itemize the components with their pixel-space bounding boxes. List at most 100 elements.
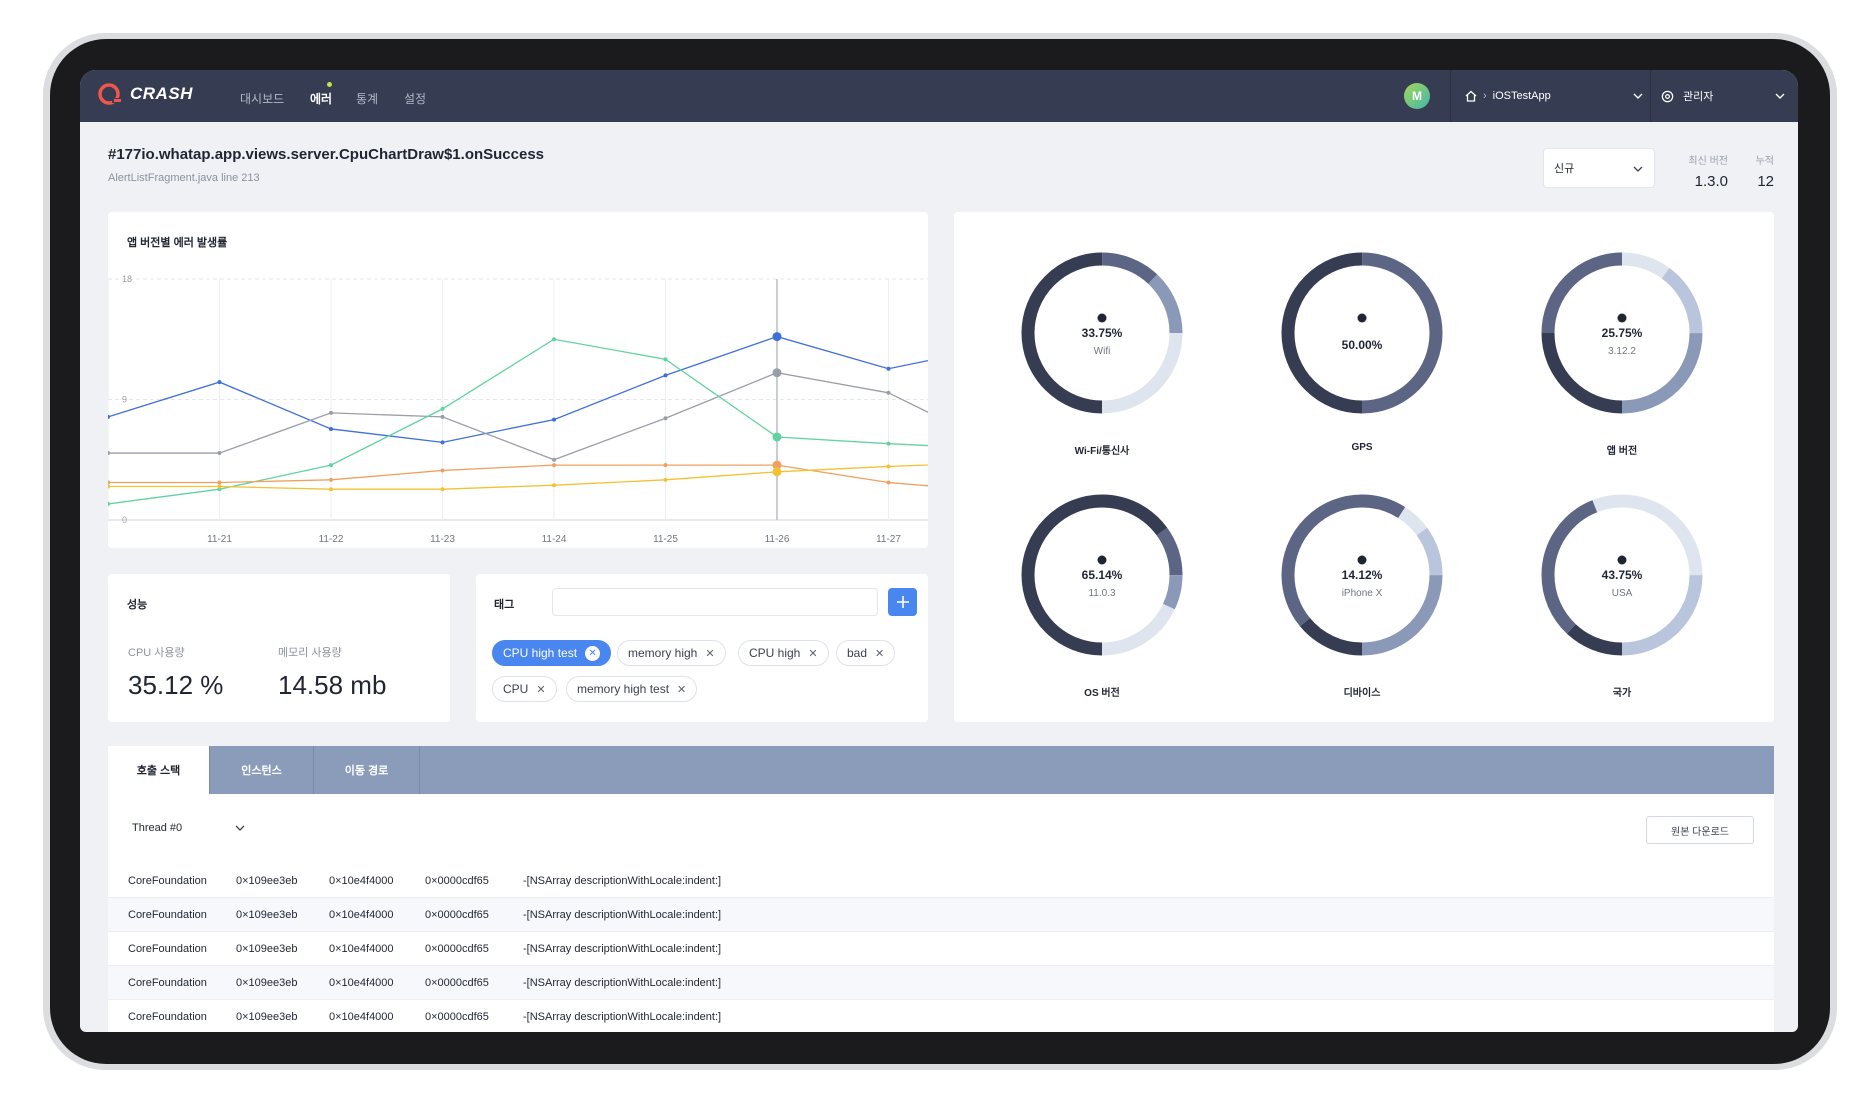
donut-sub-label: iPhone X: [1342, 588, 1383, 599]
data-point[interactable]: [217, 451, 222, 456]
data-point[interactable]: [886, 366, 891, 371]
tab-breadcrumbs[interactable]: 이동 경로: [314, 746, 420, 794]
data-point[interactable]: [886, 390, 891, 395]
data-point[interactable]: [886, 441, 891, 446]
table-row[interactable]: CoreFoundation 0×109ee3eb 0×10e4f4000 0×000…: [108, 864, 1774, 898]
data-point[interactable]: [329, 426, 333, 431]
donut-chart[interactable]: 50.00% GPS: [1267, 238, 1457, 468]
add-tag-button[interactable]: [888, 588, 917, 616]
tag-chip[interactable]: CPU high test ✕: [492, 640, 612, 666]
nav-item-settings[interactable]: 설정: [404, 92, 427, 106]
data-point[interactable]: [440, 406, 445, 411]
donut-chart[interactable]: 25.75% 3.12.2 앱 버전: [1527, 238, 1717, 468]
data-point[interactable]: [886, 480, 891, 485]
data-point[interactable]: [772, 432, 782, 442]
data-point[interactable]: [886, 464, 891, 469]
stack-module: CoreFoundation: [128, 977, 207, 989]
nav-item-dashboard[interactable]: 대시보드: [240, 92, 285, 106]
line-chart: 0 9 18 11-21 11-22 11-23 11-24 11-25 11-26 11-27: [108, 274, 928, 545]
donut-sub-label: USA: [1612, 588, 1633, 599]
table-row[interactable]: CoreFoundation 0×109ee3eb 0×10e4f4000 0×000…: [108, 898, 1774, 932]
tag-chip-label: CPU high test: [503, 646, 578, 660]
nav-item-errors[interactable]: 에러: [310, 82, 333, 107]
series-line: [108, 338, 928, 505]
data-point[interactable]: [440, 487, 445, 492]
tag-chip[interactable]: memory high ✕: [617, 640, 726, 666]
tag-chip[interactable]: memory high test ✕: [566, 676, 698, 702]
remove-tag-icon[interactable]: ✕: [536, 683, 546, 696]
nav-item-errors-label: 에러: [310, 92, 333, 106]
donut-chart[interactable]: 65.14% 11.0.3 OS 버전: [1007, 480, 1197, 710]
avatar[interactable]: M: [1404, 83, 1430, 109]
remove-tag-icon[interactable]: ✕: [875, 647, 885, 660]
data-point[interactable]: [663, 463, 668, 468]
donut-label: 앱 버전: [1606, 446, 1638, 457]
x-tick-label: 11-26: [765, 534, 790, 545]
tag-chip-label: CPU high: [749, 646, 801, 660]
data-point[interactable]: [217, 380, 222, 385]
status-select[interactable]: 신규: [1543, 148, 1655, 188]
tag-chip[interactable]: CPU high ✕: [738, 640, 829, 666]
admin-selector[interactable]: 관리자: [1660, 85, 1786, 107]
data-point[interactable]: [440, 440, 445, 445]
data-point[interactable]: [329, 477, 333, 482]
tab-call-stack[interactable]: 호출 스택: [108, 746, 210, 794]
latest-version-label: 최신 버전: [1688, 156, 1728, 167]
remove-tag-icon[interactable]: ✕: [677, 683, 687, 696]
tag-chip-label: memory high test: [577, 682, 670, 696]
donut-segment: [1021, 494, 1183, 656]
data-point[interactable]: [663, 357, 668, 362]
data-point[interactable]: [108, 414, 110, 419]
app-selector[interactable]: › iOSTestApp: [1464, 85, 1644, 107]
donut-chart[interactable]: 33.75% Wifi Wi-Fi/통신사: [1007, 238, 1197, 468]
tag-input[interactable]: [552, 588, 878, 616]
data-point[interactable]: [440, 468, 445, 473]
chart-title: 앱 버전별 에러 발생률: [127, 237, 228, 249]
data-point[interactable]: [329, 463, 333, 468]
data-point[interactable]: [108, 451, 110, 456]
data-point[interactable]: [772, 460, 782, 470]
data-point[interactable]: [663, 416, 668, 421]
data-point[interactable]: [552, 483, 556, 488]
nav-item-stats[interactable]: 통계: [356, 92, 379, 106]
data-point[interactable]: [108, 501, 110, 506]
stack-symbol: -[NSArray descriptionWithLocale:indent:]: [523, 1011, 722, 1023]
data-point[interactable]: [329, 410, 333, 415]
y-tick-label: 0: [122, 515, 127, 525]
donut-chart[interactable]: 43.75% USA 국가: [1527, 480, 1717, 710]
donut-chart[interactable]: 14.12% iPhone X 디바이스: [1267, 480, 1457, 710]
data-point[interactable]: [552, 417, 556, 422]
data-point[interactable]: [772, 467, 782, 477]
data-point[interactable]: [772, 332, 782, 342]
stack-module: CoreFoundation: [128, 943, 207, 955]
chevron-down-icon: [1633, 93, 1643, 99]
data-point[interactable]: [552, 457, 556, 462]
logo[interactable]: CRASH: [98, 82, 193, 106]
data-point[interactable]: [108, 480, 110, 485]
data-point[interactable]: [440, 414, 445, 419]
remove-tag-icon[interactable]: ✕: [585, 645, 601, 661]
donut-segment: [1541, 494, 1703, 656]
data-point[interactable]: [663, 373, 668, 378]
data-point[interactable]: [552, 463, 556, 468]
data-point[interactable]: [329, 487, 333, 492]
data-point[interactable]: [663, 477, 668, 482]
data-point[interactable]: [552, 337, 556, 342]
data-point[interactable]: [217, 480, 222, 485]
data-point[interactable]: [108, 484, 110, 489]
table-row[interactable]: CoreFoundation 0×109ee3eb 0×10e4f4000 0×000…: [108, 1000, 1774, 1032]
tab-instances[interactable]: 인스턴스: [210, 746, 314, 794]
table-row[interactable]: CoreFoundation 0×109ee3eb 0×10e4f4000 0×000…: [108, 966, 1774, 1000]
download-original-button[interactable]: 원본 다운로드: [1646, 816, 1754, 844]
donut-svg: 50.00%: [1281, 252, 1443, 414]
table-row[interactable]: CoreFoundation 0×109ee3eb 0×10e4f4000 0×000…: [108, 932, 1774, 966]
remove-tag-icon[interactable]: ✕: [705, 647, 715, 660]
tag-chip[interactable]: CPU ✕: [492, 676, 557, 702]
donut-center-dot: [1097, 555, 1107, 565]
thread-select[interactable]: Thread #0: [124, 814, 254, 842]
data-point[interactable]: [772, 368, 782, 378]
remove-tag-icon[interactable]: ✕: [808, 647, 818, 660]
data-point[interactable]: [217, 484, 222, 489]
page-subtitle: AlertListFragment.java line 213: [108, 172, 260, 184]
tag-chip[interactable]: bad ✕: [836, 640, 896, 666]
